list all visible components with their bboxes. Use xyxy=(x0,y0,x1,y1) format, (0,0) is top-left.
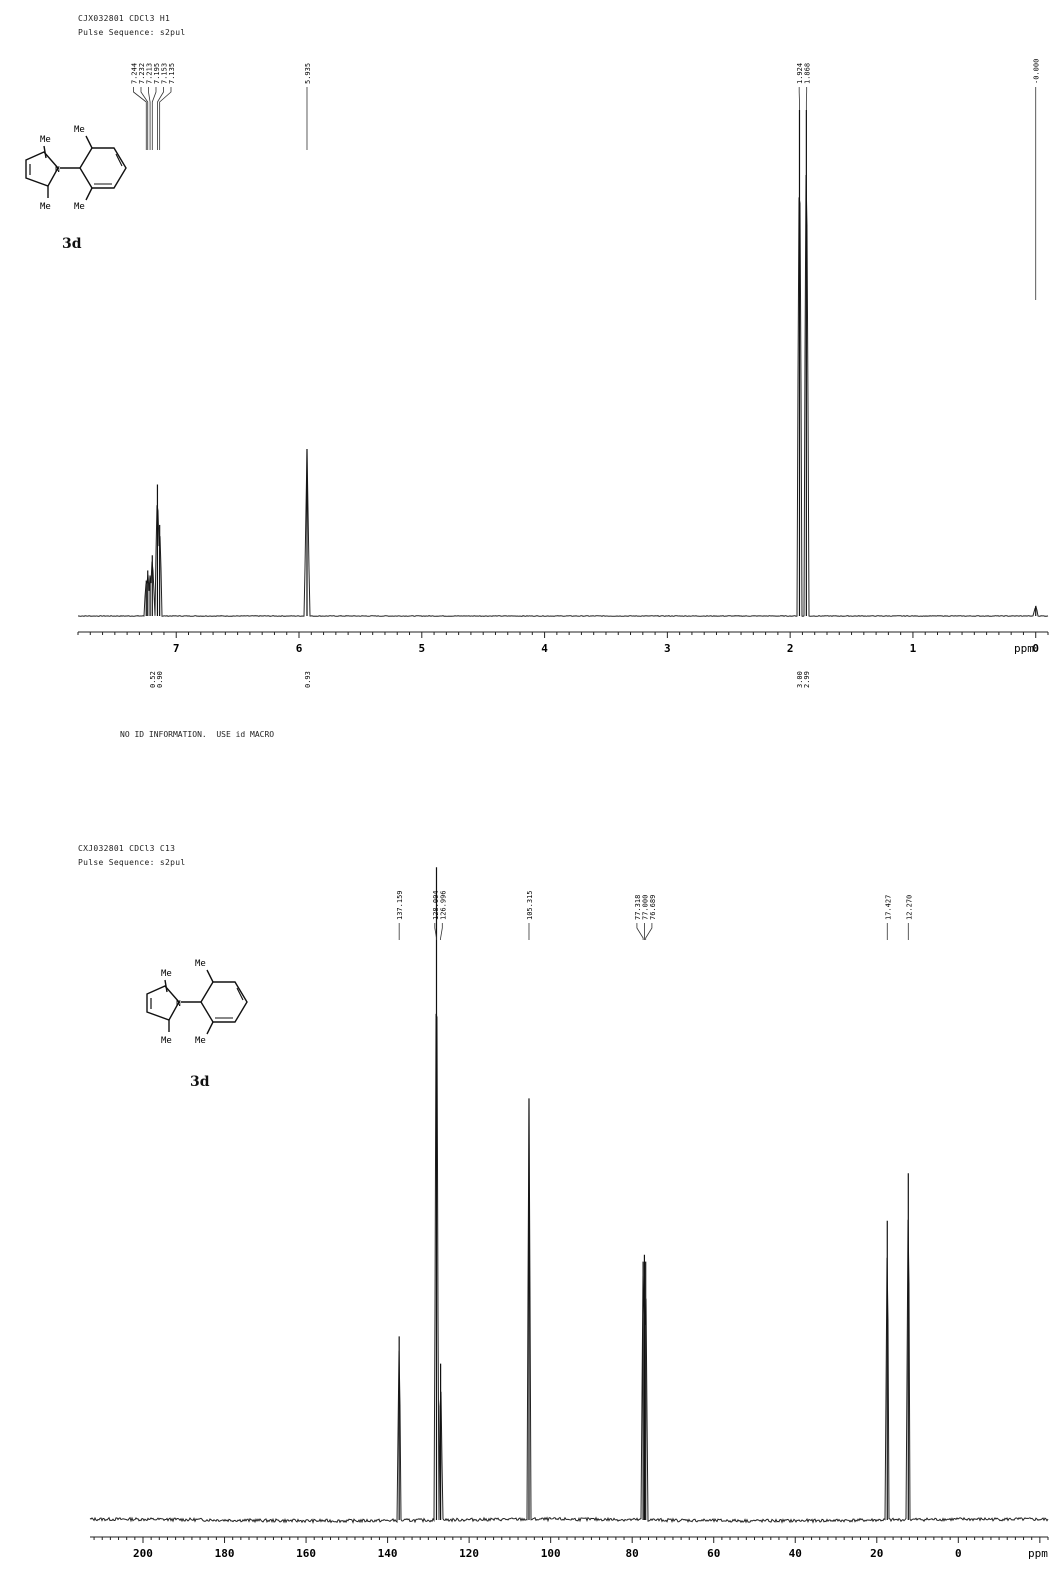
c13-compound-label: 3d xyxy=(190,1074,210,1090)
peak-label: 126.996 xyxy=(439,890,447,920)
me-label: Me xyxy=(40,202,51,212)
nitrogen-label: N xyxy=(55,165,60,174)
peak-label-leader xyxy=(440,923,443,940)
x-tick-label: 140 xyxy=(378,1547,398,1560)
peak-label-leader xyxy=(133,87,147,150)
peak-label: 7.153 xyxy=(160,63,168,84)
nitrogen-label: N xyxy=(176,999,181,1008)
peak-label-leader xyxy=(148,87,151,150)
me-label: Me xyxy=(74,202,85,212)
integral-value: 0.90 xyxy=(156,671,164,688)
h1-subtitle: Pulse Sequence: s2pul xyxy=(78,28,186,37)
peak-label: 7.244 xyxy=(130,63,138,84)
x-tick-label: 200 xyxy=(133,1547,153,1560)
c13-subtitle: Pulse Sequence: s2pul xyxy=(78,858,186,867)
peak-label: 1.868 xyxy=(804,63,812,84)
integral-value: 0.93 xyxy=(304,671,312,688)
x-axis-unit-label: ppm xyxy=(1014,642,1034,655)
h1-spectrum-panel: CJX032801 CDCl3 H1 Pulse Sequence: s2pul… xyxy=(0,0,1062,760)
x-tick-label: 2 xyxy=(787,642,794,655)
peak-label: 105.315 xyxy=(526,890,534,920)
peak-label: 12.270 xyxy=(905,895,913,920)
x-tick-label: 80 xyxy=(626,1547,639,1560)
x-tick-label: 120 xyxy=(459,1547,479,1560)
x-tick-label: 60 xyxy=(707,1547,720,1560)
me-label: Me xyxy=(74,125,85,135)
x-tick-label: 100 xyxy=(541,1547,561,1560)
peak-label-leader xyxy=(157,87,164,150)
x-tick-label: 0 xyxy=(1032,642,1039,655)
integral-value: 2.99 xyxy=(803,671,811,688)
x-tick-label: 180 xyxy=(215,1547,235,1560)
peak-label-leader xyxy=(636,923,644,940)
peak-label: 7.213 xyxy=(145,63,153,84)
peak-label-leader xyxy=(645,923,653,940)
integral-value: 0.52 xyxy=(149,671,157,688)
x-tick-label: 7 xyxy=(173,642,180,655)
peak-label: 128.004 xyxy=(432,890,440,920)
c13-title: CXJ032801 CDCl3 C13 xyxy=(78,844,176,853)
integral-value: 3.00 xyxy=(796,671,804,688)
peak-label-leader xyxy=(159,87,172,150)
peak-label-leader xyxy=(434,923,437,940)
x-tick-label: 1 xyxy=(910,642,917,655)
peak-label: 1.924 xyxy=(796,63,804,84)
x-tick-label: 5 xyxy=(418,642,425,655)
c13-structure-3d: Me Me Me Me N xyxy=(146,959,248,1046)
x-tick-label: 160 xyxy=(296,1547,316,1560)
h1-structure-3d: Me Me Me Me N xyxy=(25,125,127,212)
me-label: Me xyxy=(161,969,172,979)
peak-label-leader xyxy=(140,87,149,150)
x-tick-label: 20 xyxy=(870,1547,883,1560)
x-tick-label: 3 xyxy=(664,642,671,655)
peak-label: 137.159 xyxy=(396,890,404,920)
h1-title: CJX032801 CDCl3 H1 xyxy=(78,14,171,23)
peak-label: 77.318 xyxy=(634,895,642,920)
peak-label: 17.427 xyxy=(884,895,892,920)
h1-footer-note: NO ID INFORMATION. USE id MACRO xyxy=(120,730,275,739)
peak-label-leader xyxy=(151,87,157,150)
peak-label: 7.135 xyxy=(168,63,176,84)
me-label: Me xyxy=(161,1036,172,1046)
me-label: Me xyxy=(195,959,206,969)
h1-compound-label: 3d xyxy=(62,236,82,252)
spectrum-trace xyxy=(89,1013,1049,1525)
spectrum-trace xyxy=(78,174,1049,617)
me-label: Me xyxy=(40,135,51,145)
peak-label: 77.000 xyxy=(641,895,649,920)
peak-label: 7.195 xyxy=(153,63,161,84)
peak-label: 76.689 xyxy=(649,895,657,920)
me-label: Me xyxy=(195,1036,206,1046)
c13-spectrum-panel: CXJ032801 CDCl3 C13 Pulse Sequence: s2pu… xyxy=(0,830,1062,1589)
peak-label: -0.000 xyxy=(1033,59,1041,84)
peak-label: 7.232 xyxy=(138,63,146,84)
peak-label: 5.935 xyxy=(304,63,312,84)
x-tick-label: 4 xyxy=(541,642,548,655)
x-tick-label: 40 xyxy=(789,1547,802,1560)
x-tick-label: 6 xyxy=(296,642,303,655)
x-tick-label: 0 xyxy=(955,1547,962,1560)
x-axis-unit-label: ppm xyxy=(1028,1547,1048,1560)
